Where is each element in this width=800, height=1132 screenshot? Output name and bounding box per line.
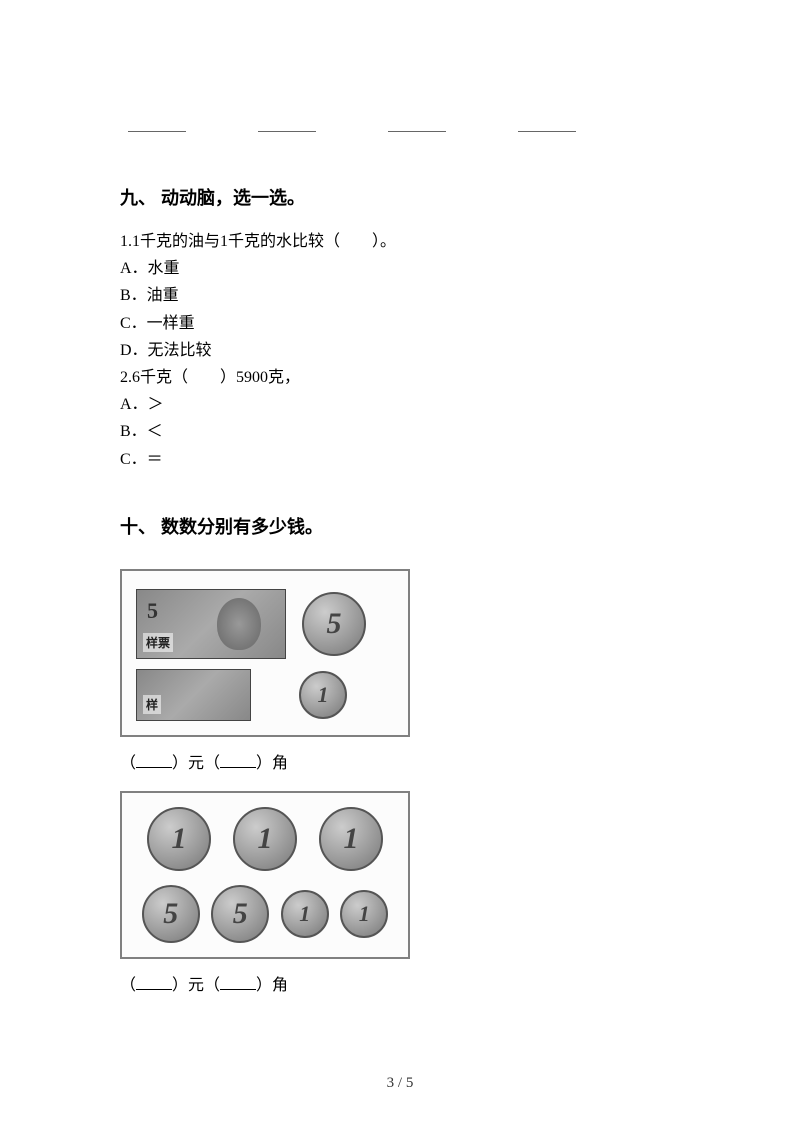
- paren-open: （: [120, 977, 136, 994]
- blank-line: [518, 130, 576, 132]
- blank-line: [388, 130, 446, 132]
- yuan-label: ）元（: [172, 755, 220, 772]
- coin-1-yuan: 1: [233, 807, 297, 871]
- section-10: 十、 数数分别有多少钱。 5 样票 5 样 1: [120, 513, 680, 995]
- coin-value: 1: [344, 822, 359, 856]
- q1-text: 1.1千克的油与1千克的水比较（ ）。: [120, 228, 680, 255]
- top-blank-lines: [120, 130, 680, 132]
- answer-line-2: （ ）元（ ）角: [120, 971, 680, 995]
- banknote-sample-label: 样票: [143, 633, 173, 652]
- money-row: 样 1: [136, 669, 394, 721]
- blank-line: [128, 130, 186, 132]
- yuan-label: ）元（: [172, 977, 220, 994]
- q1-option-a: A．水重: [120, 255, 680, 282]
- coin-1-yuan: 1: [147, 807, 211, 871]
- jiao-label: ）角: [256, 977, 288, 994]
- coin-5-jiao: 5: [142, 885, 200, 943]
- coin-1-jiao: 1: [340, 890, 388, 938]
- coin-value: 5: [327, 607, 342, 641]
- q2-option-a: A．＞: [120, 391, 680, 418]
- coin-value: 1: [318, 682, 329, 708]
- coin-row: 1 1 1: [136, 807, 394, 871]
- q1-option-c: C．一样重: [120, 310, 680, 337]
- coin-value: 1: [172, 822, 187, 856]
- answer-blank: [220, 989, 256, 990]
- page-number: 3 / 5: [0, 1075, 800, 1092]
- q1-option-b: B．油重: [120, 282, 680, 309]
- coin-5-jiao: 5: [211, 885, 269, 943]
- q2-text: 2.6千克（ ）5900克，: [120, 364, 680, 391]
- money-box-2: 1 1 1 5 5 1 1: [120, 791, 410, 959]
- coin-5-jiao: 5: [302, 592, 366, 656]
- coin-value: 5: [233, 897, 248, 931]
- coin-value: 1: [359, 901, 370, 927]
- banknote-5-yuan: 5 样票: [136, 589, 286, 659]
- page-content: 九、 动动脑，选一选。 1.1千克的油与1千克的水比较（ ）。 A．水重 B．油…: [0, 0, 800, 995]
- jiao-label: ）角: [256, 755, 288, 772]
- q1-option-d: D．无法比较: [120, 337, 680, 364]
- answer-blank: [136, 767, 172, 768]
- section-9-title: 九、 动动脑，选一选。: [120, 184, 680, 210]
- coin-value: 5: [163, 897, 178, 931]
- answer-blank: [220, 767, 256, 768]
- q2-option-c: C．＝: [120, 446, 680, 473]
- q2-option-b: B．＜: [120, 418, 680, 445]
- coin-value: 1: [299, 901, 310, 927]
- banknote-small: 样: [136, 669, 251, 721]
- banknote-sample-label: 样: [143, 695, 161, 714]
- blank-line: [258, 130, 316, 132]
- section-9: 九、 动动脑，选一选。 1.1千克的油与1千克的水比较（ ）。 A．水重 B．油…: [120, 184, 680, 473]
- section-10-title: 十、 数数分别有多少钱。: [120, 513, 680, 539]
- banknote-portrait: [217, 598, 261, 650]
- coin-1-jiao: 1: [281, 890, 329, 938]
- coin-1-jiao: 1: [299, 671, 347, 719]
- money-box-1: 5 样票 5 样 1: [120, 569, 410, 737]
- coin-row: 5 5 1 1: [136, 885, 394, 943]
- money-row: 5 样票 5: [136, 589, 394, 659]
- coin-value: 1: [258, 822, 273, 856]
- answer-line-1: （ ）元（ ）角: [120, 749, 680, 773]
- coin-1-yuan: 1: [319, 807, 383, 871]
- paren-open: （: [120, 755, 136, 772]
- answer-blank: [136, 989, 172, 990]
- banknote-value: 5: [147, 598, 158, 624]
